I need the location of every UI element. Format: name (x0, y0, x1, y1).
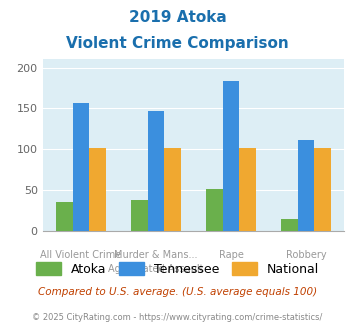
Text: 2019 Atoka: 2019 Atoka (129, 10, 226, 25)
Legend: Atoka, Tennessee, National: Atoka, Tennessee, National (31, 257, 324, 281)
Text: Compared to U.S. average. (U.S. average equals 100): Compared to U.S. average. (U.S. average … (38, 287, 317, 297)
Text: Murder & Mans...: Murder & Mans... (114, 250, 198, 260)
Bar (206, 189, 223, 231)
Bar (223, 82, 239, 231)
Bar (148, 111, 164, 231)
Bar (239, 148, 256, 231)
Text: © 2025 CityRating.com - https://www.cityrating.com/crime-statistics/: © 2025 CityRating.com - https://www.city… (32, 314, 323, 322)
Text: Robbery: Robbery (285, 250, 326, 260)
Text: All Violent Crime: All Violent Crime (40, 250, 122, 260)
Bar (164, 148, 181, 231)
Bar (73, 103, 89, 231)
Bar (297, 140, 314, 231)
Bar (131, 200, 148, 231)
Text: Violent Crime Comparison: Violent Crime Comparison (66, 36, 289, 51)
Text: Aggravated Assault: Aggravated Assault (108, 264, 204, 274)
Bar (89, 148, 106, 231)
Bar (281, 219, 297, 231)
Bar (56, 202, 73, 231)
Text: Rape: Rape (219, 250, 244, 260)
Bar (314, 148, 331, 231)
